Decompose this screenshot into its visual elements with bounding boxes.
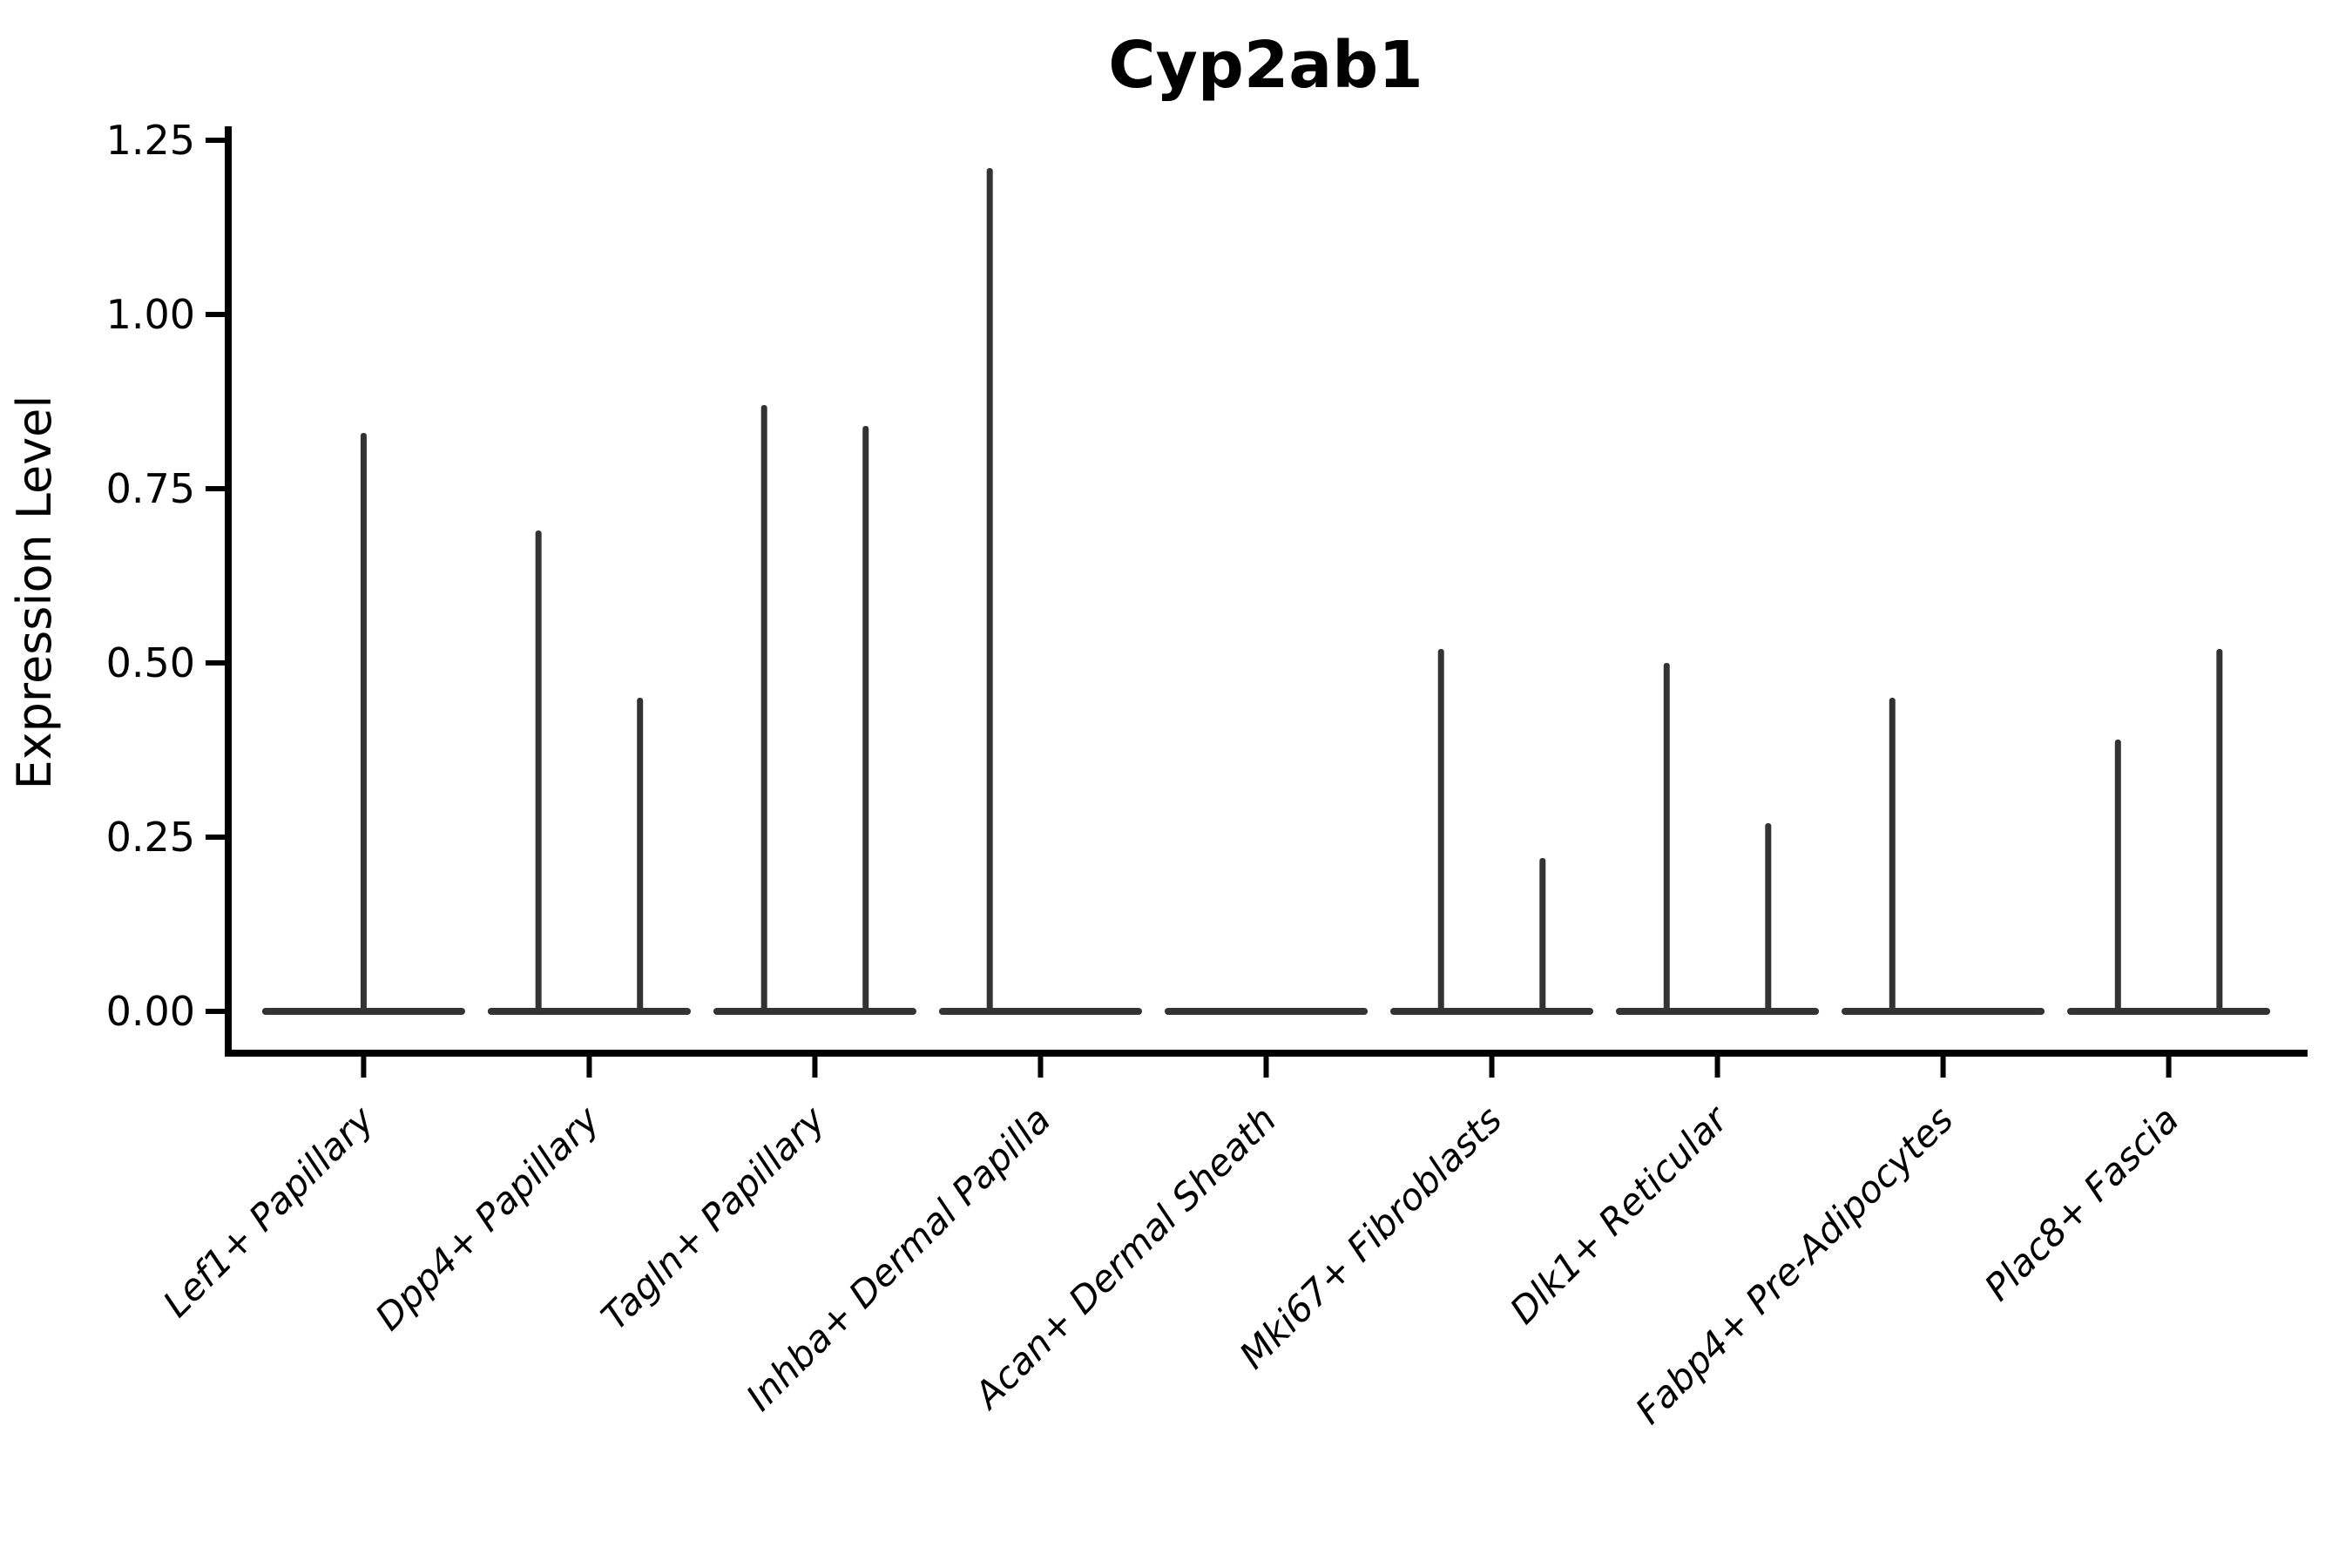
violin-spike — [1889, 698, 1896, 1014]
violin-baseline — [1389, 1008, 1594, 1015]
violin-baseline — [713, 1008, 917, 1015]
x-tick-mark — [1489, 1057, 1495, 1078]
y-tick-label: 0.00 — [106, 988, 195, 1035]
y-tick-mark — [206, 486, 225, 491]
violin-baseline — [1164, 1008, 1369, 1015]
violin-spike — [1765, 823, 1772, 1014]
x-tick-mark — [1263, 1057, 1269, 1078]
x-tick-mark — [812, 1057, 818, 1078]
violin-baseline — [938, 1008, 1143, 1015]
violins — [261, 168, 2271, 1015]
x-tick-mark — [1037, 1057, 1044, 1078]
violin-spike — [986, 168, 993, 1014]
x-tick-label: Dpp4+ Papillary — [367, 1098, 608, 1339]
y-tick-mark — [206, 660, 225, 666]
x-tick-label: Mki67+ Fibroblasts — [1231, 1098, 1510, 1376]
violin-baseline — [1842, 1008, 2045, 1015]
x-tick-mark — [586, 1057, 592, 1078]
x-tick-mark — [2166, 1057, 2172, 1078]
x-tick-mark — [1940, 1057, 1946, 1078]
x-tick-label: Tagln+ Papillary — [593, 1098, 835, 1339]
x-tick-label: Plac8+ Fascia — [1977, 1098, 2187, 1308]
y-tick-labels: 0.00 0.25 0.50 0.75 1.00 1.25 — [106, 117, 195, 1035]
y-tick-label: 0.75 — [106, 465, 195, 512]
x-tick-mark — [1714, 1057, 1720, 1078]
violin-baseline — [487, 1008, 691, 1015]
violin-spike — [2216, 649, 2223, 1014]
violin-spike — [2114, 740, 2121, 1014]
violin-baseline — [2067, 1008, 2271, 1015]
violin-spike — [360, 433, 367, 1014]
x-tick-label: Lef1+ Papillary — [155, 1098, 383, 1326]
y-axis-spine — [225, 126, 232, 1057]
violin-spike — [862, 426, 869, 1014]
violin-spike — [1437, 649, 1444, 1014]
x-axis-spine — [225, 1050, 2308, 1057]
violin-baseline — [1615, 1008, 1820, 1015]
x-tick-label: Dlk1+ Reticular — [1502, 1096, 1738, 1332]
violin-spike — [637, 698, 644, 1014]
y-tick-mark — [206, 1009, 225, 1014]
violin-spike — [1539, 858, 1546, 1014]
y-tick-label: 1.25 — [106, 117, 195, 164]
axes — [206, 126, 2308, 1078]
violin-spike — [535, 531, 542, 1014]
x-tick-mark — [361, 1057, 367, 1078]
y-tick-mark — [206, 138, 225, 143]
violin-spike — [760, 405, 767, 1014]
violin-spike — [1663, 663, 1670, 1014]
y-tick-label: 0.25 — [106, 814, 195, 861]
y-tick-label: 0.50 — [106, 639, 195, 686]
y-axis-title: Expression Level — [7, 395, 62, 790]
y-tick-mark — [206, 835, 225, 840]
y-tick-label: 1.00 — [106, 291, 195, 338]
plot-title: Cyp2ab1 — [1108, 28, 1423, 103]
y-tick-mark — [206, 312, 225, 317]
